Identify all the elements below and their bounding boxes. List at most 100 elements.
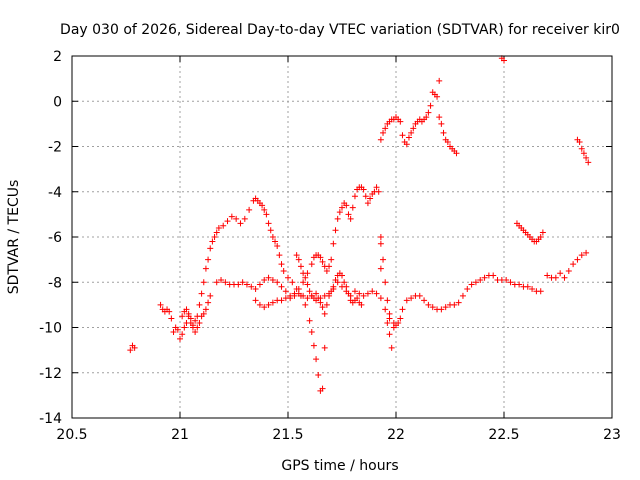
data-points — [127, 55, 592, 394]
data-point-marker — [481, 274, 488, 281]
data-point-marker — [440, 129, 447, 136]
data-point-marker — [202, 306, 209, 313]
data-point-marker — [282, 295, 289, 302]
data-point-marker — [416, 292, 423, 299]
data-point-marker — [397, 118, 404, 125]
data-point-marker — [319, 385, 326, 392]
y-tick-label: -6 — [48, 230, 62, 246]
data-point-marker — [565, 267, 572, 274]
data-point-marker — [442, 304, 449, 311]
data-point-marker — [388, 344, 395, 351]
data-point-marker — [336, 209, 343, 216]
data-point-marker — [354, 295, 361, 302]
data-point-marker — [351, 288, 358, 295]
data-point-marker — [300, 292, 307, 299]
data-point-marker — [317, 299, 324, 306]
data-point-marker — [380, 256, 387, 263]
data-point-marker — [367, 195, 374, 202]
data-point-marker — [347, 215, 354, 222]
data-point-marker — [174, 326, 181, 333]
data-point-marker — [200, 310, 207, 317]
data-point-marker — [323, 301, 330, 308]
data-point-marker — [278, 297, 285, 304]
data-point-marker — [261, 304, 268, 311]
x-tick-label: 22 — [387, 427, 405, 443]
data-point-marker — [382, 306, 389, 313]
data-point-marker — [552, 274, 559, 281]
data-point-marker — [280, 267, 287, 274]
data-point-marker — [421, 297, 428, 304]
y-tick-label: -8 — [48, 275, 62, 291]
x-tick-label: 20.5 — [56, 427, 87, 443]
data-point-marker — [179, 331, 186, 338]
data-point-marker — [328, 288, 335, 295]
data-point-marker — [215, 224, 222, 231]
data-point-marker — [295, 256, 302, 263]
data-point-marker — [436, 77, 443, 84]
data-point-marker — [319, 304, 326, 311]
data-point-marker — [349, 204, 356, 211]
data-point-marker — [241, 215, 248, 222]
data-point-marker — [384, 319, 391, 326]
data-point-marker — [583, 154, 590, 161]
data-point-marker — [170, 329, 177, 336]
data-point-marker — [360, 186, 367, 193]
data-point-marker — [384, 297, 391, 304]
data-point-marker — [539, 229, 546, 236]
data-point-marker — [570, 261, 577, 268]
data-point-marker — [410, 125, 417, 132]
data-point-marker — [373, 290, 380, 297]
data-point-marker — [300, 270, 307, 277]
data-point-marker — [429, 304, 436, 311]
data-point-marker — [382, 279, 389, 286]
data-point-marker — [302, 301, 309, 308]
data-point-marker — [326, 292, 333, 299]
data-point-marker — [403, 297, 410, 304]
data-point-marker — [321, 344, 328, 351]
x-tick-label: 23 — [603, 427, 621, 443]
data-point-marker — [490, 272, 497, 279]
data-point-marker — [364, 290, 371, 297]
data-point-marker — [339, 204, 345, 211]
data-point-marker — [507, 279, 514, 286]
data-point-marker — [395, 319, 402, 326]
data-point-marker — [578, 252, 585, 259]
data-point-marker — [200, 279, 207, 286]
y-tick-label: -4 — [48, 185, 62, 201]
data-point-marker — [343, 283, 350, 290]
data-point-marker — [580, 150, 587, 157]
data-point-marker — [256, 281, 263, 288]
data-point-marker — [166, 308, 173, 315]
plot-frame — [71, 55, 613, 419]
data-point-marker — [267, 227, 274, 234]
data-point-marker — [375, 188, 382, 195]
y-tick-label: -14 — [39, 411, 62, 427]
data-point-marker — [501, 57, 507, 64]
data-point-marker — [438, 120, 445, 127]
data-point-marker — [315, 372, 322, 379]
data-point-marker — [304, 281, 311, 288]
data-point-marker — [330, 283, 337, 290]
data-point-marker — [261, 276, 268, 283]
chart-title: Day 030 of 2026, Sidereal Day-to-day VTE… — [60, 22, 620, 38]
data-point-marker — [386, 331, 393, 338]
data-point-marker — [369, 288, 376, 295]
data-point-marker — [537, 288, 544, 295]
data-point-marker — [194, 313, 201, 320]
x-tick-label: 22.5 — [488, 427, 519, 443]
data-point-marker — [239, 279, 246, 286]
data-point-marker — [213, 229, 220, 236]
data-point-marker — [207, 292, 214, 299]
data-point-marker — [319, 258, 326, 265]
y-tick-label: 0 — [53, 94, 62, 110]
data-point-marker — [218, 276, 225, 283]
data-point-marker — [205, 256, 212, 263]
data-point-marker — [529, 286, 536, 293]
data-point-marker — [272, 238, 279, 245]
data-point-marker — [334, 215, 341, 222]
data-point-marker — [274, 279, 281, 286]
data-point-marker — [265, 274, 272, 281]
data-point-marker — [308, 329, 315, 336]
y-axis-label: SDTVAR / TECUs — [6, 180, 22, 295]
data-point-marker — [213, 279, 220, 286]
